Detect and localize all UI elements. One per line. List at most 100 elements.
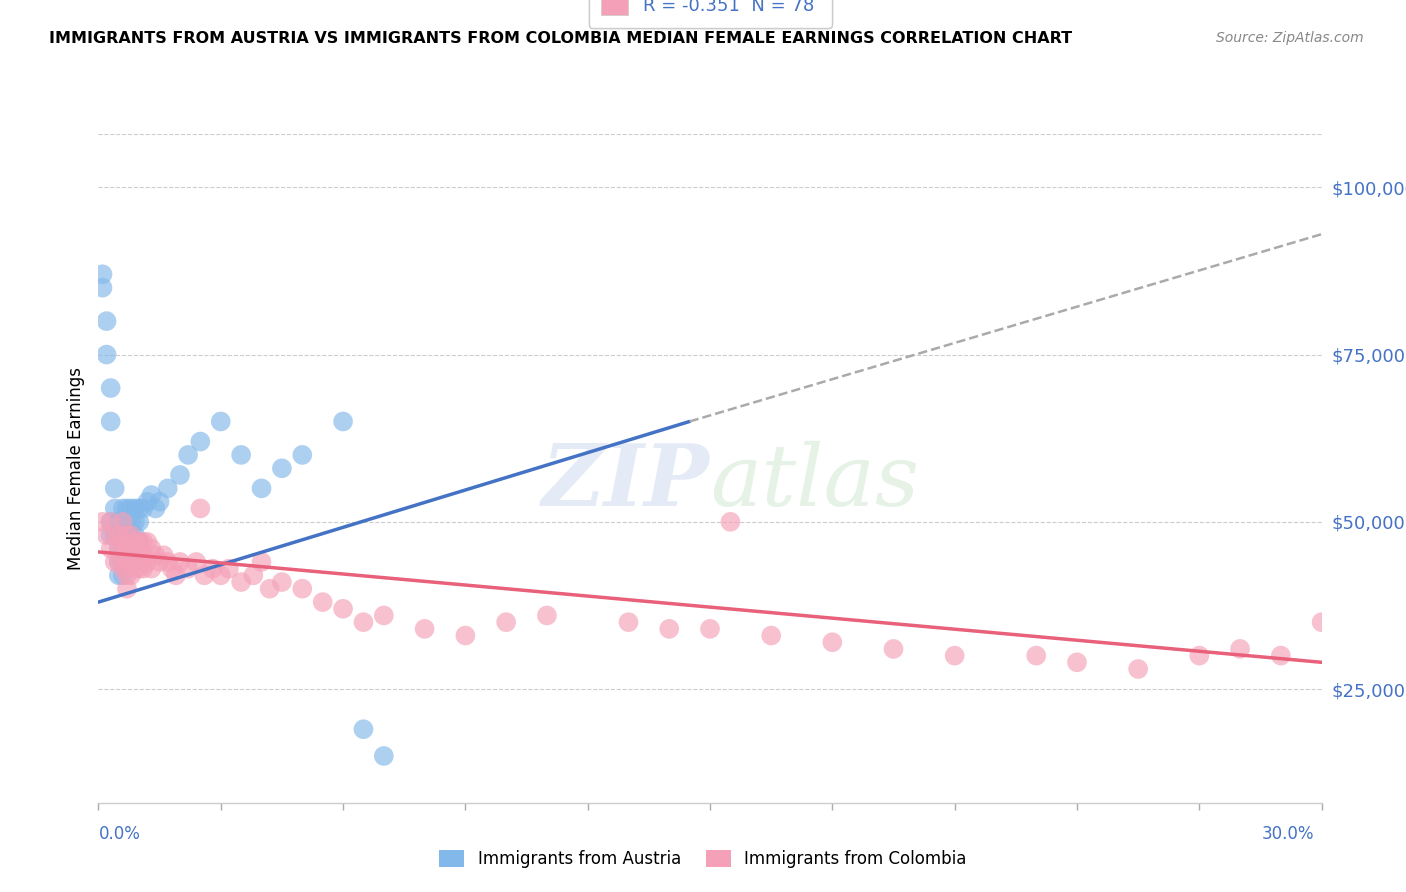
Point [132,548,155,563]
Point [111,548,134,563]
Point [100,381,122,395]
Point [108,568,131,582]
Point [128,534,150,549]
Point [108,541,131,556]
Point [124,501,146,516]
Point [111,528,134,542]
Point [259,582,281,596]
Point [209,568,232,582]
Point [115,501,138,516]
Text: atlas: atlas [710,441,920,523]
Legend: R =  0.184   N = 55, R = -0.351  N = 78: R = 0.184 N = 55, R = -0.351 N = 78 [589,0,831,28]
Point [91,268,114,282]
Point [115,555,138,569]
Point [104,528,127,542]
Point [821,635,844,649]
Point [141,562,163,576]
Point [201,562,224,576]
Point [1229,642,1251,657]
Point [373,608,395,623]
Point [104,501,127,516]
Point [120,555,142,569]
Point [291,582,314,596]
Text: Source: ZipAtlas.com: Source: ZipAtlas.com [1216,31,1364,45]
Point [156,482,179,496]
Point [108,555,131,569]
Point [312,595,335,609]
Point [1310,615,1333,630]
Text: IMMIGRANTS FROM AUSTRIA VS IMMIGRANTS FROM COLOMBIA MEDIAN FEMALE EARNINGS CORRE: IMMIGRANTS FROM AUSTRIA VS IMMIGRANTS FR… [49,31,1073,46]
Point [332,601,354,615]
Point [209,414,232,429]
Point [943,648,966,663]
Point [152,548,174,563]
Point [242,568,264,582]
Point [132,501,155,516]
Point [120,515,142,529]
Point [495,615,517,630]
Point [115,528,138,542]
Point [108,555,131,569]
Point [231,575,253,590]
Point [120,548,142,563]
Point [96,314,118,328]
Point [96,528,118,542]
Point [1128,662,1150,676]
Point [128,548,150,563]
Point [120,528,142,542]
Point [1188,648,1211,663]
Point [124,528,146,542]
Point [128,501,150,516]
Point [413,622,436,636]
Point [124,562,146,576]
Point [128,534,150,549]
Point [100,515,122,529]
Text: 0.0%: 0.0% [98,825,141,843]
Point [124,548,146,563]
Point [186,555,208,569]
Point [108,528,131,542]
Point [291,448,314,462]
Point [169,467,191,482]
Point [136,555,159,569]
Point [111,541,134,556]
Point [108,515,131,529]
Point [1270,648,1292,663]
Point [149,555,172,569]
Point [536,608,558,623]
Point [160,562,183,576]
Point [120,568,142,582]
Point [120,501,142,516]
Point [177,448,200,462]
Point [111,568,134,582]
Point [124,515,146,529]
Point [1025,648,1047,663]
Point [120,541,142,556]
Point [617,615,640,630]
Point [132,562,155,576]
Point [96,347,118,362]
Point [169,555,191,569]
Point [115,541,138,556]
Point [111,534,134,549]
Point [111,562,134,576]
Point [104,528,127,542]
Point [454,628,477,642]
Point [188,501,212,516]
Point [352,723,374,737]
Point [332,414,354,429]
Point [124,534,146,549]
Point [883,642,905,657]
Point [115,582,138,596]
Point [111,501,134,516]
Point [128,562,150,576]
Point [218,562,240,576]
Point [91,280,114,294]
Point [250,482,273,496]
Point [149,494,172,508]
Point [136,494,159,508]
Point [108,528,131,542]
Point [177,562,200,576]
Y-axis label: Median Female Earnings: Median Female Earnings [66,367,84,570]
Point [165,568,187,582]
